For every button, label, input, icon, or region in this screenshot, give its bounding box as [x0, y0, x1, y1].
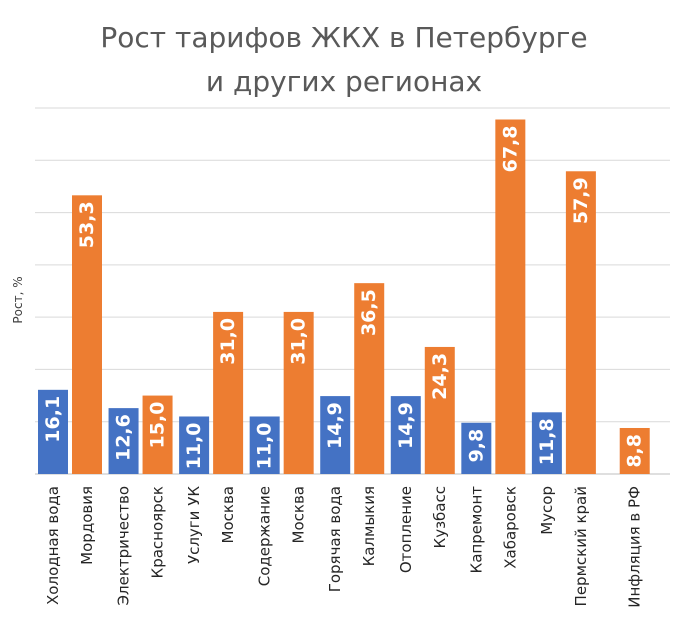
- spb-bar-4: [320, 396, 351, 474]
- region-category-label-4: Калмыкия: [360, 486, 378, 566]
- gridlines: [35, 107, 670, 475]
- spb-bar-7: [531, 412, 562, 474]
- spb-data-label-6: 9,8: [465, 429, 487, 463]
- region-category-label-3: Москва: [290, 486, 308, 543]
- spb-bar-6: [461, 422, 492, 474]
- chart-title-line1: Рост тарифов ЖКХ в Петербурге: [100, 21, 587, 54]
- data-labels: 16,1 53,3 12,6 15,0 11,0 31,0 11,0 31,0 14,9 36,5…: [42, 126, 646, 470]
- region-category-label-2: Москва: [219, 486, 237, 543]
- spb-category-label-0: Холодная вода: [44, 486, 62, 605]
- spb-category-label-1: Электричество: [115, 486, 133, 605]
- chart-title-line2: и других регионах: [206, 65, 482, 98]
- category-labels: Холодная вода Мордовия Электричество Красно…: [44, 486, 644, 608]
- region-bar-4: [354, 283, 385, 474]
- region-data-label-4: 36,5: [358, 289, 380, 336]
- region-bar-6: [495, 119, 526, 474]
- spb-bar-3: [249, 416, 280, 474]
- spb-category-label-5: Отопление: [397, 486, 415, 573]
- region-data-label-7: 57,9: [570, 177, 592, 224]
- region-bar-0: [72, 195, 102, 474]
- spb-bar-1: [108, 408, 139, 474]
- spb-category-label-6: Капремонт: [467, 486, 485, 574]
- spb-data-label-3: 11,0: [254, 422, 276, 469]
- spb-category-label-4: Горячая вода: [326, 486, 344, 592]
- spb-data-label-7: 11,8: [536, 418, 558, 465]
- region-category-label-8: Инфляция в РФ: [626, 486, 644, 608]
- bars: [38, 119, 650, 474]
- spb-data-label-4: 14,9: [324, 402, 346, 449]
- region-bar-3: [283, 311, 314, 474]
- spb-data-label-5: 14,9: [395, 402, 417, 449]
- region-data-label-2: 31,0: [217, 318, 239, 365]
- spb-data-label-1: 12,6: [113, 414, 135, 461]
- spb-data-label-2: 11,0: [183, 422, 205, 469]
- spb-category-label-3: Содержание: [256, 486, 274, 586]
- spb-bar-5: [390, 396, 421, 474]
- region-data-label-1: 15,0: [147, 402, 169, 449]
- y-axis-label: Рост, %: [11, 276, 25, 323]
- region-bar-7: [565, 171, 596, 474]
- region-category-label-7: Пермский край: [572, 486, 590, 606]
- region-bar-8: [619, 427, 650, 474]
- region-category-label-6: Хабаровск: [501, 486, 519, 569]
- spb-data-label-0: 16,1: [42, 396, 64, 443]
- region-data-label-3: 31,0: [288, 318, 310, 365]
- region-data-label-6: 67,8: [499, 126, 521, 173]
- region-category-label-5: Кузбасс: [431, 486, 449, 548]
- region-category-label-0: Мордовия: [78, 486, 96, 565]
- region-bar-5: [424, 346, 455, 474]
- region-data-label-0: 53,3: [76, 201, 98, 248]
- spb-bar-2: [179, 416, 210, 474]
- spb-category-label-2: Услуги УК: [185, 486, 203, 564]
- spb-category-label-7: Мусор: [538, 486, 556, 535]
- region-data-label-8: 8,8: [624, 434, 646, 468]
- region-bar-2: [213, 311, 244, 474]
- region-data-label-5: 24,3: [429, 353, 451, 400]
- region-category-label-1: Красноярск: [149, 486, 167, 578]
- spb-bar-0: [38, 389, 68, 474]
- region-bar-1: [142, 395, 173, 474]
